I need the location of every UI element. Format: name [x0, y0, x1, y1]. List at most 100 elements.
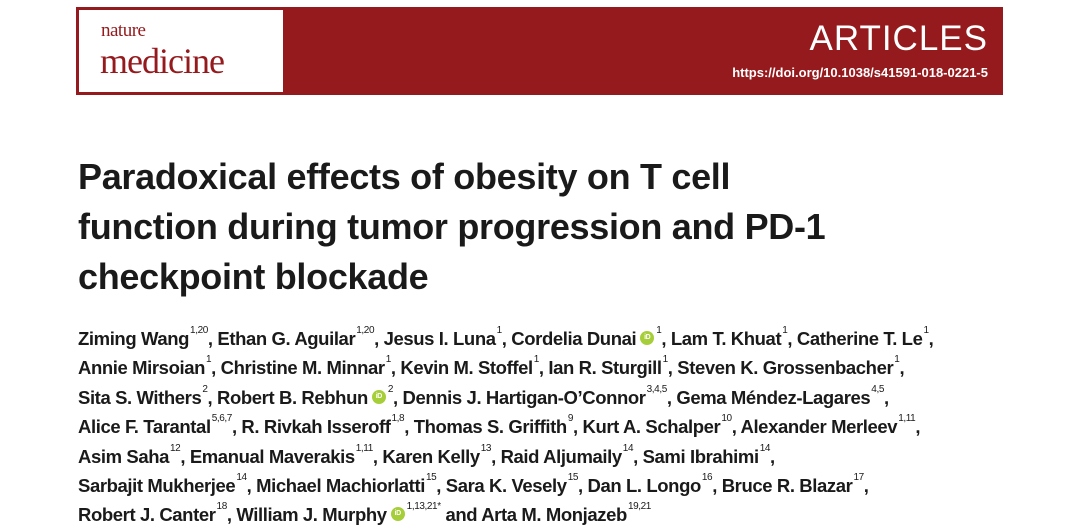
author-name[interactable]: Emanual Maverakis: [189, 445, 355, 467]
separator: ,: [393, 386, 403, 408]
separator: ,: [226, 504, 237, 526]
affiliation-superscript[interactable]: 5,6,7: [211, 413, 233, 425]
author-name[interactable]: Robert J. Canter: [78, 504, 216, 526]
affiliation-superscript[interactable]: 2: [202, 383, 208, 395]
author-name[interactable]: William J. Murphy: [236, 504, 387, 526]
author-name[interactable]: Catherine T. Le: [796, 328, 923, 349]
affiliation-superscript[interactable]: 14: [759, 442, 771, 454]
separator: ,: [712, 474, 722, 496]
separator: ,: [667, 357, 678, 379]
separator: ,: [207, 386, 218, 408]
affiliation-superscript[interactable]: 4,5: [871, 383, 884, 395]
author-name[interactable]: Cordelia Dunai: [511, 328, 637, 349]
affiliation-superscript[interactable]: 16: [701, 471, 713, 483]
affiliation-superscript[interactable]: 1: [923, 325, 929, 336]
author-name[interactable]: Raid Aljumaily: [500, 445, 623, 467]
affiliation-superscript[interactable]: 1: [533, 354, 540, 366]
affiliation-superscript[interactable]: 1: [385, 354, 392, 366]
author-name[interactable]: Gema Méndez-Lagares: [676, 386, 871, 408]
separator: ,: [928, 328, 934, 349]
separator: ,: [731, 416, 741, 438]
affiliation-superscript[interactable]: 1: [496, 325, 503, 336]
affiliation-superscript[interactable]: 3,4,5: [646, 383, 668, 395]
title-line: function during tumor progression and PD…: [78, 206, 826, 247]
affiliation-superscript[interactable]: 18: [216, 501, 228, 513]
author-name[interactable]: Michael Machiorlatti: [256, 474, 425, 496]
author-name[interactable]: Sami Ibrahimi: [642, 445, 760, 467]
separator: ,: [390, 357, 401, 379]
affiliation-superscript[interactable]: 15: [567, 471, 579, 483]
author-name[interactable]: Christine M. Minnar: [220, 357, 385, 379]
author-name[interactable]: Sarbajit Mukherjee: [78, 474, 236, 496]
author-line: Robert J. Canter18, William J. Murphy iD1…: [78, 500, 933, 529]
author-name[interactable]: Lam T. Khuat: [670, 328, 782, 349]
separator: ,: [633, 445, 643, 467]
affiliation-superscript[interactable]: 1: [662, 354, 669, 366]
orcid-icon[interactable]: iD: [371, 389, 386, 404]
author-name[interactable]: Karen Kelly: [382, 445, 480, 467]
affiliation-superscript[interactable]: 14: [236, 471, 247, 483]
affiliation-superscript[interactable]: 1: [894, 354, 900, 366]
author-list: Ziming Wang1,20, Ethan G. Aguilar1,20, J…: [78, 324, 934, 530]
affiliation-superscript[interactable]: 1: [782, 325, 788, 336]
affiliation-superscript[interactable]: 1,20: [190, 325, 208, 336]
article-title: Paradoxical effects of obesity on T cell…: [78, 152, 958, 302]
author-name[interactable]: R. Rivkah Isseroff: [241, 416, 391, 438]
separator: ,: [246, 474, 257, 496]
author-name[interactable]: Kevin M. Stoffel: [400, 357, 533, 379]
separator: ,: [180, 445, 190, 467]
separator: ,: [404, 416, 414, 438]
affiliation-superscript[interactable]: 12: [170, 442, 181, 454]
affiliation-superscript[interactable]: 19,21: [627, 501, 651, 513]
journal-logo[interactable]: nature medicine: [79, 10, 283, 92]
title-line: Paradoxical effects of obesity on T cell: [78, 156, 731, 197]
title-line: checkpoint blockade: [78, 256, 429, 297]
separator: ,: [770, 445, 775, 467]
affiliation-superscript[interactable]: 1: [656, 325, 662, 336]
affiliation-superscript[interactable]: 10: [721, 413, 732, 425]
orcid-icon[interactable]: iD: [640, 331, 655, 346]
author-name[interactable]: Steven K. Grossenbacher: [677, 357, 894, 379]
affiliation-superscript[interactable]: 13: [480, 442, 492, 454]
author-name[interactable]: Ian R. Sturgill: [548, 357, 662, 379]
logo-text-medicine: medicine: [100, 41, 225, 81]
separator: ,: [573, 416, 583, 438]
separator: ,: [538, 357, 549, 379]
author-name[interactable]: Ethan G. Aguilar: [217, 328, 356, 349]
section-label: ARTICLES: [809, 19, 988, 58]
doi-link[interactable]: https://doi.org/10.1038/s41591-018-0221-…: [732, 65, 988, 80]
author-name[interactable]: Sara K. Vesely: [445, 474, 567, 496]
author-line: Sita S. Withers2, Robert B. Rebhun iD2, D…: [78, 383, 933, 412]
affiliation-superscript[interactable]: 1,20: [356, 325, 375, 336]
author-name[interactable]: Jesus I. Luna: [383, 328, 496, 349]
affiliation-superscript[interactable]: 1,13,21*: [406, 501, 441, 513]
author-name[interactable]: Dennis J. Hartigan-O’Connor: [402, 386, 646, 408]
affiliation-superscript[interactable]: 9: [567, 413, 574, 425]
affiliation-superscript[interactable]: 1,11: [898, 413, 916, 425]
author-name[interactable]: Asim Saha: [78, 445, 169, 467]
separator: ,: [863, 474, 869, 496]
affiliation-superscript[interactable]: 17: [853, 471, 864, 483]
author-line: Alice F. Tarantal5,6,7, R. Rivkah Issero…: [78, 412, 933, 441]
author-line: Asim Saha12, Emanual Maverakis1,11, Kare…: [78, 442, 933, 471]
affiliation-superscript[interactable]: 14: [622, 442, 634, 454]
author-name[interactable]: Dan L. Longo: [587, 474, 702, 496]
affiliation-superscript[interactable]: 2: [387, 383, 394, 395]
author-name[interactable]: Annie Mirsoian: [78, 357, 205, 379]
author-name[interactable]: Kurt A. Schalper: [582, 416, 721, 438]
author-name[interactable]: Alice F. Tarantal: [78, 416, 211, 438]
affiliation-superscript[interactable]: 1: [206, 354, 212, 366]
orcid-icon[interactable]: iD: [390, 507, 405, 522]
author-name[interactable]: Sita S. Withers: [78, 386, 202, 408]
author-line: Ziming Wang1,20, Ethan G. Aguilar1,20, J…: [78, 324, 934, 353]
affiliation-superscript[interactable]: 1,11: [355, 442, 374, 454]
logo-text-nature: nature: [101, 20, 146, 41]
author-name[interactable]: Thomas S. Griffith: [413, 416, 568, 438]
affiliation-superscript[interactable]: 1,8: [391, 413, 405, 425]
author-name[interactable]: Bruce R. Blazar: [721, 474, 853, 496]
author-name[interactable]: Alexander Merleev: [740, 416, 898, 438]
affiliation-superscript[interactable]: 15: [425, 471, 437, 483]
author-name[interactable]: Arta M. Monjazeb: [481, 504, 627, 526]
author-name[interactable]: Ziming Wang: [78, 328, 190, 349]
author-name[interactable]: Robert B. Rebhun: [217, 386, 368, 408]
